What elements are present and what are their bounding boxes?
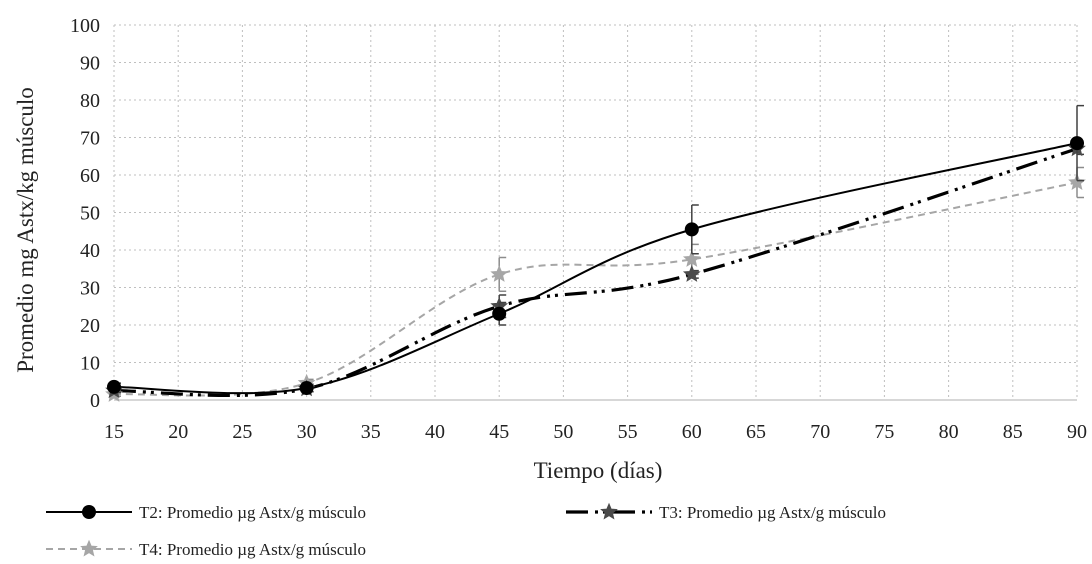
x-tick-label: 55 (618, 421, 638, 443)
x-axis-title: Tiempo (días) (534, 458, 663, 483)
y-tick-label: 90 (80, 53, 100, 75)
x-tick-label: 20 (168, 421, 188, 443)
legend-marker (80, 539, 98, 557)
legend-marker (600, 502, 618, 520)
y-tick-label: 50 (80, 203, 100, 225)
data-point (684, 222, 699, 237)
x-tick-label: 50 (553, 421, 573, 443)
y-tick-label: 40 (80, 240, 100, 262)
y-tick-label: 10 (80, 353, 100, 375)
series-line (113, 181, 1078, 397)
x-tick-label: 70 (810, 421, 830, 443)
x-tick-label: 40 (425, 421, 445, 443)
y-tick-label: 30 (80, 278, 100, 300)
series-line (113, 147, 1078, 398)
x-tick-label: 75 (874, 421, 894, 443)
grid (113, 24, 1078, 400)
legend: T2: Promedio µg Astx/g músculo T3: Promed… (46, 502, 886, 559)
data-point (492, 306, 507, 321)
series-lines (113, 142, 1078, 398)
series-line (113, 142, 1078, 395)
x-tick-label: 25 (232, 421, 252, 443)
y-tick-label: 0 (90, 390, 100, 412)
x-tick-label: 90 (1067, 421, 1087, 443)
x-tick-label: 30 (297, 421, 317, 443)
data-point (490, 265, 509, 282)
x-tick-label: 35 (361, 421, 381, 443)
y-tick-label: 100 (70, 15, 100, 37)
legend-label: T2: Promedio µg Astx/g músculo (139, 503, 366, 522)
y-tick-label: 70 (80, 128, 100, 150)
y-tick-label: 80 (80, 90, 100, 112)
legend-item: T2: Promedio µg Astx/g músculo (46, 503, 366, 522)
y-tick-label: 20 (80, 315, 100, 337)
y-axis-title: Promedio mg Astx/kg músculo (13, 87, 38, 373)
tick-labels: 0 10 20 30 40 50 60 70 80 90 100 15 20 25 30 35 40 45 50 55… (70, 15, 1087, 443)
x-tick-label: 15 (104, 421, 124, 443)
x-tick-label: 80 (939, 421, 959, 443)
x-tick-label: 45 (489, 421, 509, 443)
legend-item: T3: Promedio µg Astx/g músculo (566, 502, 886, 522)
data-point (1070, 136, 1084, 151)
x-tick-label: 60 (682, 421, 702, 443)
data-point (682, 250, 701, 267)
x-tick-label: 85 (1003, 421, 1023, 443)
x-tick-label: 65 (746, 421, 766, 443)
legend-label: T3: Promedio µg Astx/g músculo (659, 503, 886, 522)
data-point (682, 265, 701, 282)
series-markers (105, 104, 1086, 402)
legend-item: T4: Promedio µg Astx/g músculo (46, 539, 366, 559)
data-point (107, 379, 121, 394)
legend-marker (82, 505, 96, 519)
data-point (299, 381, 314, 395)
legend-label: T4: Promedio µg Astx/g músculo (139, 540, 366, 559)
y-tick-label: 60 (80, 165, 100, 187)
